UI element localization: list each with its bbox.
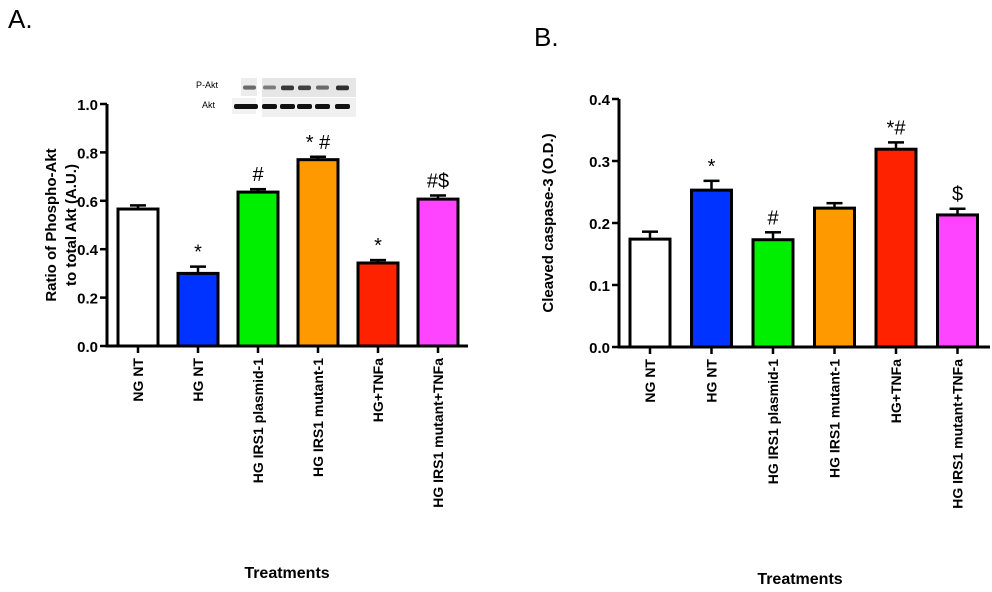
x-category-label: HG NT [190, 358, 206, 402]
bar [690, 188, 733, 349]
blot-row-label: Akt [202, 100, 216, 110]
significance-annotation: # [767, 207, 779, 229]
y-tick-label: 0.4 [589, 92, 611, 109]
blot-band-p-akt [298, 85, 311, 91]
significance-annotation: * # [306, 132, 331, 154]
blot-band-p-akt [281, 85, 294, 91]
x-axis-title: Treatments [757, 571, 842, 588]
western-blot-inset: P-Akt Akt [196, 78, 356, 117]
bar [356, 261, 400, 348]
significance-annotation: * [708, 156, 716, 178]
x-category-label: HG NT [704, 359, 720, 403]
significance-annotation: *# [887, 117, 907, 139]
bar [236, 190, 280, 348]
x-axis-title: Treatments [244, 565, 329, 582]
x-category-label: NG NT [130, 358, 146, 402]
x-category-label: HG IRS1 mutant+TNFa [430, 358, 446, 508]
y-tick-label: 0.0 [77, 339, 98, 356]
bar [936, 213, 979, 349]
blot-row-label: P-Akt [196, 80, 219, 90]
bar [416, 197, 460, 348]
y-tick-label: 0.0 [589, 340, 610, 357]
chart-panel-a: A. 0.0 0.2 0.4 0.6 0.8 1.0 Ratio of Phospho-Akt… [8, 4, 468, 582]
x-category-label: NG NT [642, 359, 658, 403]
y-tick-label: 0.2 [589, 216, 610, 233]
blot-band-akt [280, 104, 295, 109]
x-category-label: HG IRS1 plasmid-1 [765, 359, 781, 484]
y-tick-label: 0.2 [77, 291, 98, 308]
y-tick-label: 1.0 [77, 97, 98, 114]
bar [751, 238, 795, 349]
x-category-label: HG IRS1 plasmid-1 [250, 358, 266, 483]
bar [296, 158, 340, 348]
blot-band-p-akt [263, 85, 276, 90]
significance-annotation: $ [952, 184, 963, 206]
chart-panel-b: B. 0.0 0.1 0.2 0.3 0.4 Cleaved caspase-3 (O.D.… [534, 22, 990, 588]
blot-band-akt [335, 104, 350, 109]
x-category-label: HG IRS1 mutant+TNFa [950, 359, 966, 509]
y-tick-label: 0.4 [77, 242, 99, 259]
significance-annotation: * [374, 235, 382, 257]
x-category-label: HG IRS1 mutant-1 [827, 359, 843, 478]
bar [628, 237, 672, 349]
significance-annotation: #$ [427, 170, 449, 192]
bar [874, 147, 918, 349]
x-category-label: HG+TNFa [888, 359, 904, 423]
blot-band-akt [315, 104, 330, 109]
panel-label: B. [534, 22, 559, 52]
blot-band-p-akt [243, 85, 256, 90]
significance-annotation: # [252, 164, 264, 186]
bar [813, 206, 856, 349]
y-axis-title: to total Akt (A.U.) [63, 164, 80, 286]
y-tick-label: 0.3 [589, 154, 610, 171]
y-tick-label: 0.8 [77, 145, 98, 162]
y-tick-label: 0.6 [77, 194, 98, 211]
blot-band-p-akt [316, 85, 329, 90]
bar [116, 207, 160, 348]
bar [176, 271, 220, 348]
blot-band-akt [262, 104, 277, 109]
blot-band-akt [234, 104, 258, 109]
panel-label: A. [8, 4, 33, 34]
x-category-label: HG+TNFa [370, 358, 386, 422]
blot-band-p-akt [336, 85, 349, 91]
y-axis-title: Ratio of Phospho-Akt [43, 148, 60, 301]
y-tick-label: 0.1 [589, 278, 610, 295]
blot-band-akt [297, 104, 312, 109]
y-axis-title: Cleaved caspase-3 (O.D.) [540, 133, 557, 312]
x-category-label: HG IRS1 mutant-1 [310, 358, 326, 477]
significance-annotation: * [194, 242, 202, 264]
